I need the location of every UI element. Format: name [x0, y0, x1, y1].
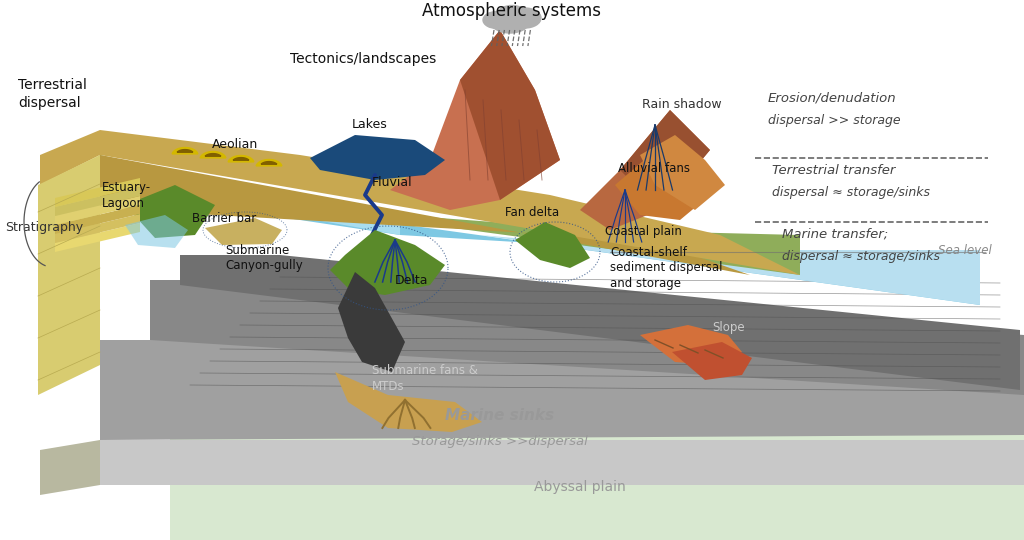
Polygon shape — [515, 222, 590, 268]
Polygon shape — [120, 185, 400, 235]
Text: Abyssal plain: Abyssal plain — [535, 480, 626, 494]
Polygon shape — [55, 178, 140, 207]
Polygon shape — [55, 196, 140, 225]
Ellipse shape — [483, 11, 511, 29]
Polygon shape — [55, 223, 140, 252]
Polygon shape — [170, 395, 1024, 540]
Polygon shape — [100, 155, 800, 275]
Polygon shape — [620, 110, 710, 210]
Polygon shape — [125, 185, 215, 238]
Text: Rain shadow: Rain shadow — [642, 98, 722, 111]
Polygon shape — [580, 110, 710, 230]
Polygon shape — [55, 205, 140, 234]
Polygon shape — [640, 325, 742, 365]
Polygon shape — [172, 147, 198, 154]
Text: Submarine
Canyon-gully: Submarine Canyon-gully — [225, 244, 303, 273]
Polygon shape — [100, 440, 1024, 485]
Ellipse shape — [497, 5, 527, 23]
Polygon shape — [200, 152, 226, 158]
Polygon shape — [261, 161, 276, 164]
Text: dispersal >> storage: dispersal >> storage — [768, 114, 901, 127]
Text: Coastal plain: Coastal plain — [605, 226, 682, 239]
Text: Estuary-
Lagoon: Estuary- Lagoon — [102, 180, 152, 210]
Polygon shape — [55, 214, 140, 243]
Polygon shape — [256, 159, 282, 166]
Ellipse shape — [509, 8, 541, 28]
Polygon shape — [335, 372, 482, 432]
Polygon shape — [40, 155, 750, 275]
Polygon shape — [180, 255, 1020, 390]
Polygon shape — [120, 185, 980, 305]
Text: Barrier bar: Barrier bar — [193, 212, 256, 225]
Text: Marine transfer;: Marine transfer; — [782, 228, 888, 241]
Text: Stratigraphy: Stratigraphy — [5, 221, 83, 234]
Text: Erosion/denudation: Erosion/denudation — [768, 92, 897, 105]
Text: Marine sinks: Marine sinks — [445, 408, 555, 423]
Polygon shape — [460, 30, 560, 200]
Text: Terrestrial
dispersal: Terrestrial dispersal — [18, 78, 87, 110]
Text: Storage/sinks >>dispersal: Storage/sinks >>dispersal — [412, 435, 588, 448]
Polygon shape — [125, 215, 188, 248]
Text: Fan delta: Fan delta — [505, 206, 559, 219]
Text: Alluvial fans: Alluvial fans — [618, 161, 690, 174]
Text: Sea level: Sea level — [938, 244, 992, 256]
Text: dispersal ≈ storage/sinks: dispersal ≈ storage/sinks — [772, 186, 930, 199]
Polygon shape — [233, 158, 249, 160]
Polygon shape — [40, 130, 800, 275]
Text: Terrestrial transfer: Terrestrial transfer — [772, 164, 895, 177]
Text: Slope: Slope — [712, 321, 744, 334]
Polygon shape — [205, 153, 221, 156]
Text: Aeolian: Aeolian — [212, 138, 258, 152]
Polygon shape — [205, 218, 282, 245]
Polygon shape — [177, 150, 193, 152]
Polygon shape — [390, 30, 560, 210]
Polygon shape — [310, 135, 445, 180]
Polygon shape — [615, 155, 710, 220]
Text: Coastal-shelf
sediment dispersal
and storage: Coastal-shelf sediment dispersal and sto… — [610, 246, 723, 291]
Text: Submarine fans &
MTDs: Submarine fans & MTDs — [372, 363, 478, 393]
Polygon shape — [55, 187, 140, 216]
Ellipse shape — [490, 11, 529, 33]
Polygon shape — [672, 342, 752, 380]
Polygon shape — [228, 156, 254, 162]
Polygon shape — [480, 235, 980, 305]
Polygon shape — [330, 230, 445, 295]
Text: Delta: Delta — [395, 273, 428, 287]
Polygon shape — [150, 280, 1024, 395]
Text: Atmospheric systems: Atmospheric systems — [423, 2, 601, 20]
Text: Lakes: Lakes — [352, 118, 388, 132]
Text: dispersal ≈ storage/sinks: dispersal ≈ storage/sinks — [782, 250, 940, 263]
Polygon shape — [38, 155, 100, 395]
Text: Tectonics/landscapes: Tectonics/landscapes — [290, 52, 436, 66]
Polygon shape — [338, 272, 406, 372]
Polygon shape — [40, 440, 100, 495]
Text: Fluvial: Fluvial — [372, 176, 413, 188]
Polygon shape — [640, 135, 725, 210]
Polygon shape — [100, 340, 1024, 440]
